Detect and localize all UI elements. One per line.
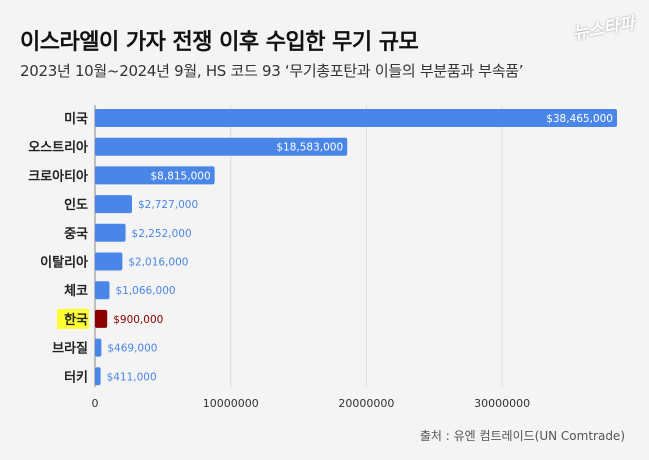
value-label: $18,583,000 [276,142,343,154]
chart-title: 이스라엘이 가자 전쟁 이후 수입한 무기 규모 [20,30,419,55]
bar [95,338,102,357]
x-tick-label: 10000000 [203,397,259,410]
x-tick-label: 0 [92,397,99,410]
source-note: 출처 : 유엔 컴트레이드(UN Comtrade) [419,429,625,443]
bar [95,309,108,328]
chart-subtitle: 2023년 10월~2024년 9월, HS 코드 93 ‘무기총포탄과 이들의… [20,62,524,80]
category-label: 체코 [64,284,88,299]
bar [95,252,123,271]
bar [95,367,101,386]
value-label: $1,066,000 [115,285,175,297]
category-label: 브라질 [52,341,88,357]
bar [95,137,348,156]
category-label: 오스트리아 [28,140,88,156]
category-label: 이탈리아 [40,255,88,271]
value-label: $8,815,000 [151,170,211,182]
category-label: 터키 [64,369,88,385]
bar [95,223,126,242]
bar [95,109,617,127]
category-label: 미국 [64,111,88,127]
category-label: 중국 [64,227,88,242]
value-label: $38,465,000 [546,113,613,125]
bar [95,281,110,300]
value-label: $2,252,000 [132,228,192,240]
value-label: $2,016,000 [128,257,188,269]
bar [95,195,133,214]
category-label: 한국 [64,312,88,328]
value-label: $469,000 [107,343,157,355]
bar [95,166,215,185]
value-label: $900,000 [113,314,163,326]
x-tick-label: 30000000 [474,397,530,410]
value-label: $2,727,000 [138,199,198,211]
x-tick-label: 20000000 [338,397,394,410]
category-label: 인도 [64,197,88,213]
highlight-label-background [57,308,89,329]
category-label: 크로아티아 [28,168,88,184]
value-label: $411,000 [107,371,157,383]
